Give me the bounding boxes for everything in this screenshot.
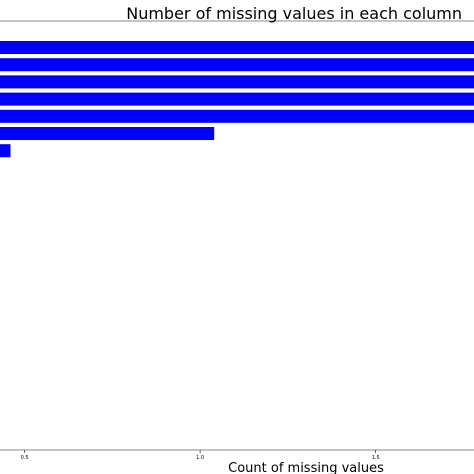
bar-3 (0, 92, 474, 106)
bar-2 (0, 75, 474, 89)
bar-6 (0, 144, 11, 158)
bars-group (0, 41, 474, 158)
bar-1 (0, 58, 474, 72)
x-tick-label-1: 1.0 (196, 455, 204, 461)
x-tick-label-0: 0.5 (21, 455, 29, 461)
x-tick-label-2: 1.5 (372, 455, 380, 461)
bar-5 (0, 127, 215, 140)
x-axis-label: Count of missing values (228, 461, 384, 474)
chart-title: Number of missing values in each column (126, 4, 462, 23)
bar-4 (0, 109, 474, 123)
x-ticks-group: 0.5 1.0 1.5 (21, 450, 380, 461)
bar-0 (0, 41, 474, 54)
